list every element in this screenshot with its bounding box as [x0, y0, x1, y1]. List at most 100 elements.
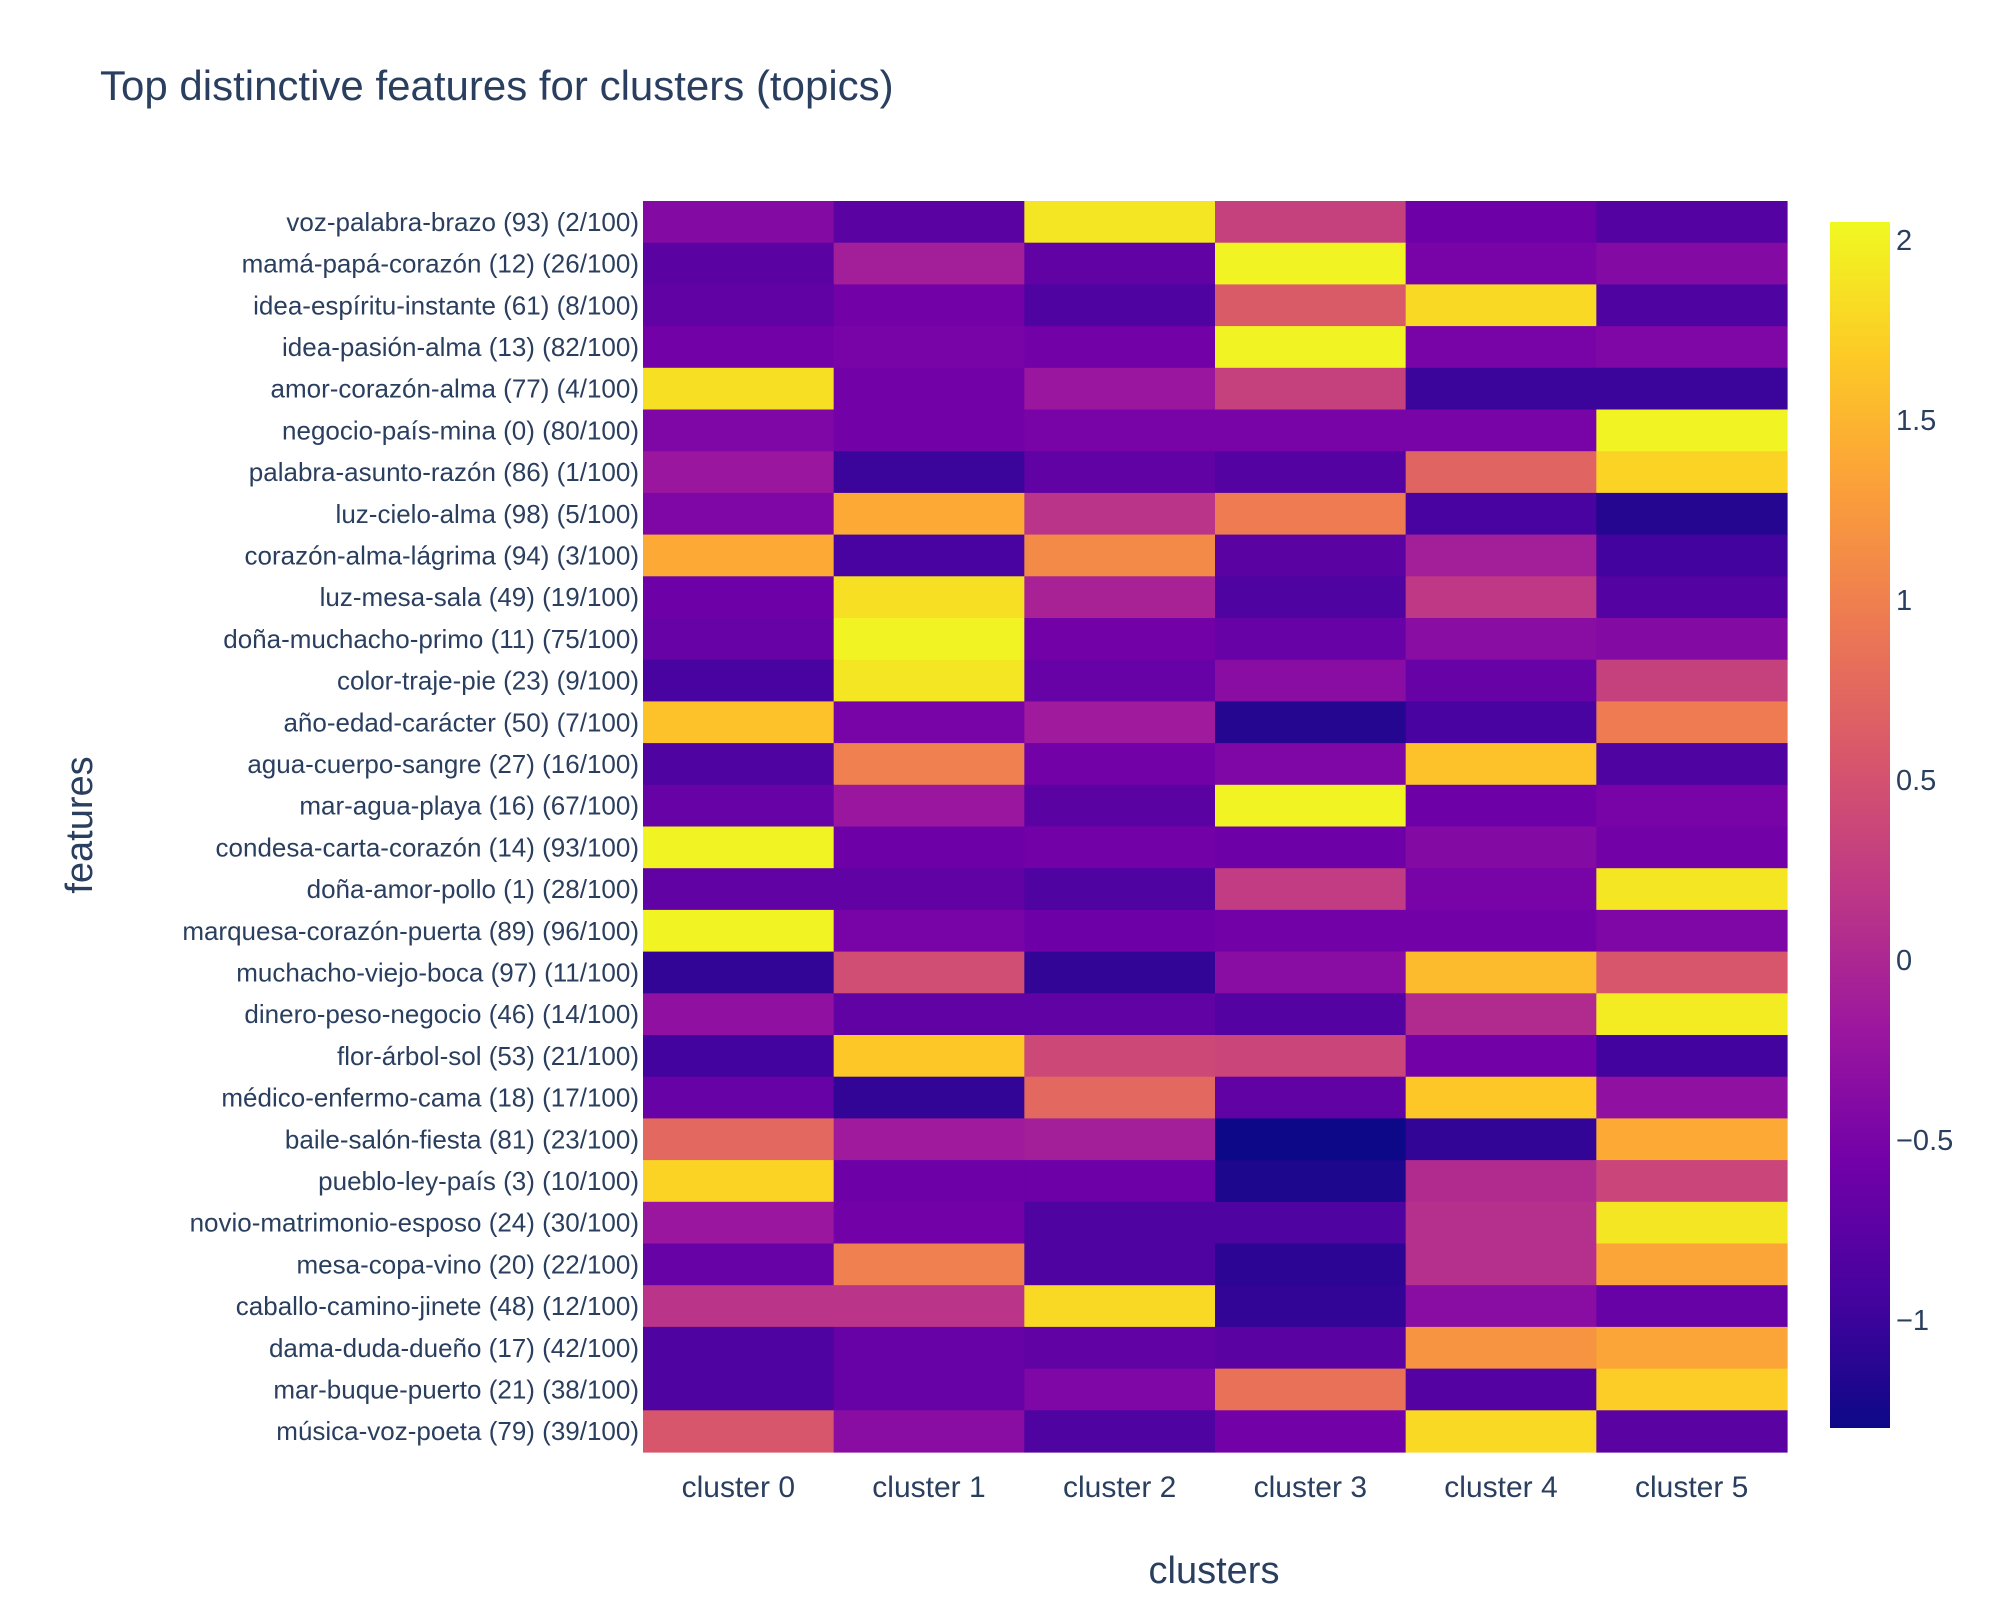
colorbar-tick-6: −1	[1896, 1305, 1929, 1337]
heatmap-cell-r17-c4	[1405, 909, 1597, 953]
heatmap-cell-r25-c1	[833, 1243, 1025, 1286]
heatmap-cell-r15-c5	[1596, 826, 1788, 869]
x-tick-cluster-0: cluster 0	[682, 1471, 795, 1504]
colorbar-tick-0: 2	[1896, 225, 1912, 257]
heatmap-cells	[643, 201, 1788, 1453]
heatmap-cell-r12-c0	[643, 701, 835, 744]
colorbar	[1830, 222, 1890, 1428]
y-tick-mesa-copa-vino-20-22-100: mesa-copa-vino (20) (22/100)	[297, 1249, 640, 1279]
heatmap-cell-r0-c5	[1596, 201, 1788, 244]
heatmap-cell-r5-c3	[1215, 409, 1407, 452]
heatmap-cell-r11-c4	[1405, 659, 1597, 702]
y-tick-palabra-asunto-razon-86-1-100: palabra-asunto-razón (86) (1/100)	[249, 457, 639, 487]
heatmap-cell-r22-c5	[1596, 1118, 1788, 1161]
heatmap-cell-r15-c1	[833, 826, 1025, 869]
heatmap-cell-r4-c0	[643, 367, 835, 411]
y-tick-baile-salon-fiesta-81-23-100: baile-salón-fiesta (81) (23/100)	[285, 1124, 639, 1154]
y-tick-novio-matrimonio-esposo-24-30-100: novio-matrimonio-esposo (24) (30/100)	[190, 1208, 639, 1238]
colorbar-tick-1: 1.5	[1896, 405, 1936, 437]
heatmap-cell-r26-c2	[1024, 1285, 1216, 1328]
heatmap-cell-r18-c1	[833, 951, 1025, 994]
heatmap-cell-r6-c5	[1596, 451, 1788, 494]
heatmap-cell-r10-c2	[1024, 618, 1216, 661]
heatmap-cell-r5-c4	[1405, 409, 1597, 452]
heatmap-cell-r2-c3	[1215, 284, 1407, 327]
heatmap-cell-r12-c3	[1215, 701, 1407, 744]
heatmap-cell-r19-c0	[643, 993, 835, 1036]
heatmap-cell-r21-c1	[833, 1076, 1025, 1119]
heatmap-cell-r4-c1	[833, 367, 1025, 411]
heatmap-cell-r23-c3	[1215, 1160, 1407, 1203]
x-tick-cluster-1: cluster 1	[872, 1471, 985, 1504]
heatmap-cell-r2-c4	[1405, 284, 1597, 327]
heatmap-cell-r6-c1	[833, 451, 1025, 494]
heatmap-cell-r7-c5	[1596, 492, 1788, 536]
heatmap-cell-r9-c2	[1024, 576, 1216, 619]
heatmap-cell-r3-c2	[1024, 326, 1216, 369]
heatmap-cell-r17-c2	[1024, 909, 1216, 953]
y-tick-negocio-pais-mina-0-80-100: negocio-país-mina (0) (80/100)	[282, 415, 639, 445]
heatmap-cell-r7-c4	[1405, 492, 1597, 536]
heatmap-cell-r10-c5	[1596, 618, 1788, 661]
heatmap-cell-r8-c3	[1215, 534, 1407, 577]
y-axis-title: features	[59, 756, 101, 893]
y-tick-dona-amor-pollo-1-28-100: doña-amor-pollo (1) (28/100)	[307, 874, 639, 904]
heatmap-cell-r1-c1	[833, 242, 1025, 285]
heatmap-cell-r21-c5	[1596, 1076, 1788, 1119]
heatmap-cell-r28-c5	[1596, 1368, 1788, 1411]
heatmap-cell-r0-c1	[833, 201, 1025, 244]
heatmap-cell-r24-c2	[1024, 1201, 1216, 1245]
heatmap-cell-r9-c0	[643, 576, 835, 619]
x-axis-title: clusters	[1149, 1550, 1280, 1592]
heatmap-cell-r0-c4	[1405, 201, 1597, 244]
heatmap-cell-r8-c0	[643, 534, 835, 577]
heatmap-cell-r16-c1	[833, 868, 1025, 911]
x-tick-cluster-4: cluster 4	[1444, 1471, 1557, 1504]
y-tick-mar-agua-playa-16-67-100: mar-agua-playa (16) (67/100)	[299, 791, 639, 821]
heatmap-cell-r20-c5	[1596, 1035, 1788, 1078]
heatmap-cell-r10-c0	[643, 618, 835, 661]
heatmap-cell-r7-c0	[643, 492, 835, 536]
heatmap-cell-r7-c3	[1215, 492, 1407, 536]
y-tick-idea-espiritu-instante-61-8-100: idea-espíritu-instante (61) (8/100)	[253, 290, 639, 320]
heatmap-cell-r4-c5	[1596, 367, 1788, 411]
y-tick-muchacho-viejo-boca-97-11-100: muchacho-viejo-boca (97) (11/100)	[236, 957, 639, 987]
heatmap-cell-r6-c0	[643, 451, 835, 494]
heatmap-cell-r9-c3	[1215, 576, 1407, 619]
heatmap-cell-r25-c3	[1215, 1243, 1407, 1286]
heatmap-cell-r15-c0	[643, 826, 835, 869]
heatmap-cell-r9-c1	[833, 576, 1025, 619]
heatmap-cell-r7-c2	[1024, 492, 1216, 536]
heatmap-cell-r8-c5	[1596, 534, 1788, 577]
heatmap-cell-r20-c3	[1215, 1035, 1407, 1078]
heatmap-cell-r22-c0	[643, 1118, 835, 1161]
heatmap-cell-r17-c1	[833, 909, 1025, 953]
heatmap-cell-r14-c2	[1024, 784, 1216, 828]
heatmap-cell-r19-c2	[1024, 993, 1216, 1036]
heatmap-cell-r18-c5	[1596, 951, 1788, 994]
heatmap-cell-r11-c1	[833, 659, 1025, 702]
heatmap-cell-r27-c4	[1405, 1326, 1597, 1370]
heatmap-cell-r0-c0	[643, 201, 835, 244]
x-tick-cluster-3: cluster 3	[1254, 1471, 1367, 1504]
y-tick-labels: voz-palabra-brazo (93) (2/100) mamá-papá-…	[182, 207, 639, 1446]
y-tick-color-traje-pie-23-9-100: color-traje-pie (23) (9/100)	[337, 666, 639, 696]
y-tick-mama-papa-corazon-12-26-100: mamá-papá-corazón (12) (26/100)	[242, 249, 639, 279]
heatmap-cell-r2-c0	[643, 284, 835, 327]
y-tick-luz-mesa-sala-49-19-100: luz-mesa-sala (49) (19/100)	[320, 582, 639, 612]
heatmap-cell-r23-c5	[1596, 1160, 1788, 1203]
y-tick-idea-pasion-alma-13-82-100: idea-pasión-alma (13) (82/100)	[282, 332, 639, 362]
heatmap-cell-r17-c3	[1215, 909, 1407, 953]
heatmap-cell-r27-c0	[643, 1326, 835, 1370]
heatmap-cell-r23-c1	[833, 1160, 1025, 1203]
x-tick-cluster-5: cluster 5	[1635, 1471, 1748, 1504]
heatmap-cell-r8-c4	[1405, 534, 1597, 577]
heatmap-cell-r18-c0	[643, 951, 835, 994]
heatmap-cell-r22-c1	[833, 1118, 1025, 1161]
heatmap-cell-r15-c3	[1215, 826, 1407, 869]
y-tick-luz-cielo-alma-98-5-100: luz-cielo-alma (98) (5/100)	[336, 499, 639, 529]
heatmap-cell-r22-c2	[1024, 1118, 1216, 1161]
heatmap-cell-r15-c2	[1024, 826, 1216, 869]
heatmap-cell-r21-c0	[643, 1076, 835, 1119]
